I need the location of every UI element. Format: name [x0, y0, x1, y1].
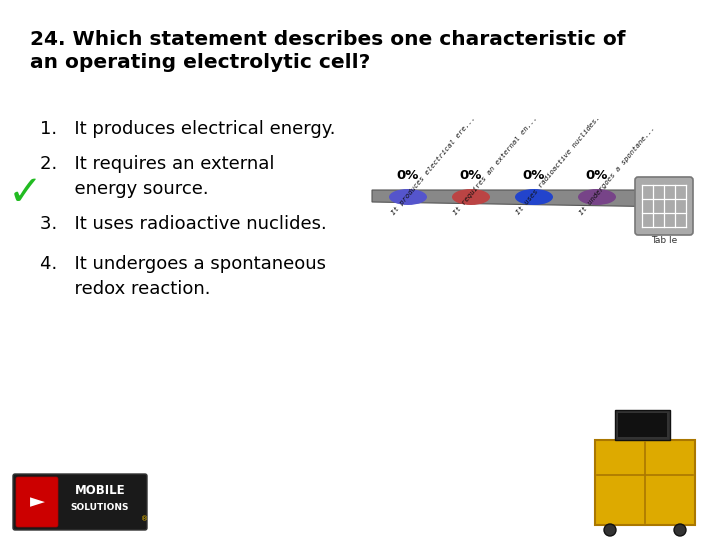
Polygon shape [372, 190, 676, 207]
Text: 0%: 0% [460, 169, 482, 182]
Text: redox reaction.: redox reaction. [40, 280, 210, 298]
Text: 0%: 0% [586, 169, 608, 182]
Text: 3.   It uses radioactive nuclides.: 3. It uses radioactive nuclides. [40, 215, 327, 233]
FancyBboxPatch shape [618, 413, 667, 437]
Text: SOLUTIONS: SOLUTIONS [71, 503, 130, 512]
Text: 1.   It produces electrical energy.: 1. It produces electrical energy. [40, 120, 336, 138]
Text: 2.   It requires an external: 2. It requires an external [40, 155, 274, 173]
Ellipse shape [578, 189, 616, 205]
Text: 0%: 0% [397, 169, 419, 182]
Text: ►: ► [30, 492, 45, 511]
Text: It requires an external en...: It requires an external en... [452, 115, 539, 216]
Ellipse shape [515, 189, 553, 205]
FancyBboxPatch shape [615, 410, 670, 440]
Text: an operating electrolytic cell?: an operating electrolytic cell? [30, 53, 370, 72]
Text: It uses radioactive nuclides.: It uses radioactive nuclides. [515, 115, 601, 216]
Text: MOBILE: MOBILE [75, 483, 125, 496]
Text: 4.   It undergoes a spontaneous: 4. It undergoes a spontaneous [40, 255, 326, 273]
Text: Tab le: Tab le [651, 236, 677, 245]
Text: ®: ® [141, 516, 148, 522]
FancyBboxPatch shape [595, 440, 695, 525]
FancyBboxPatch shape [635, 177, 693, 235]
Circle shape [604, 524, 616, 536]
Text: It undergoes a spontane...: It undergoes a spontane... [578, 125, 656, 216]
Text: 24. Which statement describes one characteristic of: 24. Which statement describes one charac… [30, 30, 626, 49]
Circle shape [674, 524, 686, 536]
FancyBboxPatch shape [16, 477, 58, 527]
FancyBboxPatch shape [13, 474, 147, 530]
Ellipse shape [389, 189, 427, 205]
Ellipse shape [452, 189, 490, 205]
Text: 0%: 0% [523, 169, 545, 182]
Text: ✓: ✓ [8, 172, 43, 214]
Text: energy source.: energy source. [40, 180, 209, 198]
Text: It produces electrical ere...: It produces electrical ere... [390, 115, 476, 216]
